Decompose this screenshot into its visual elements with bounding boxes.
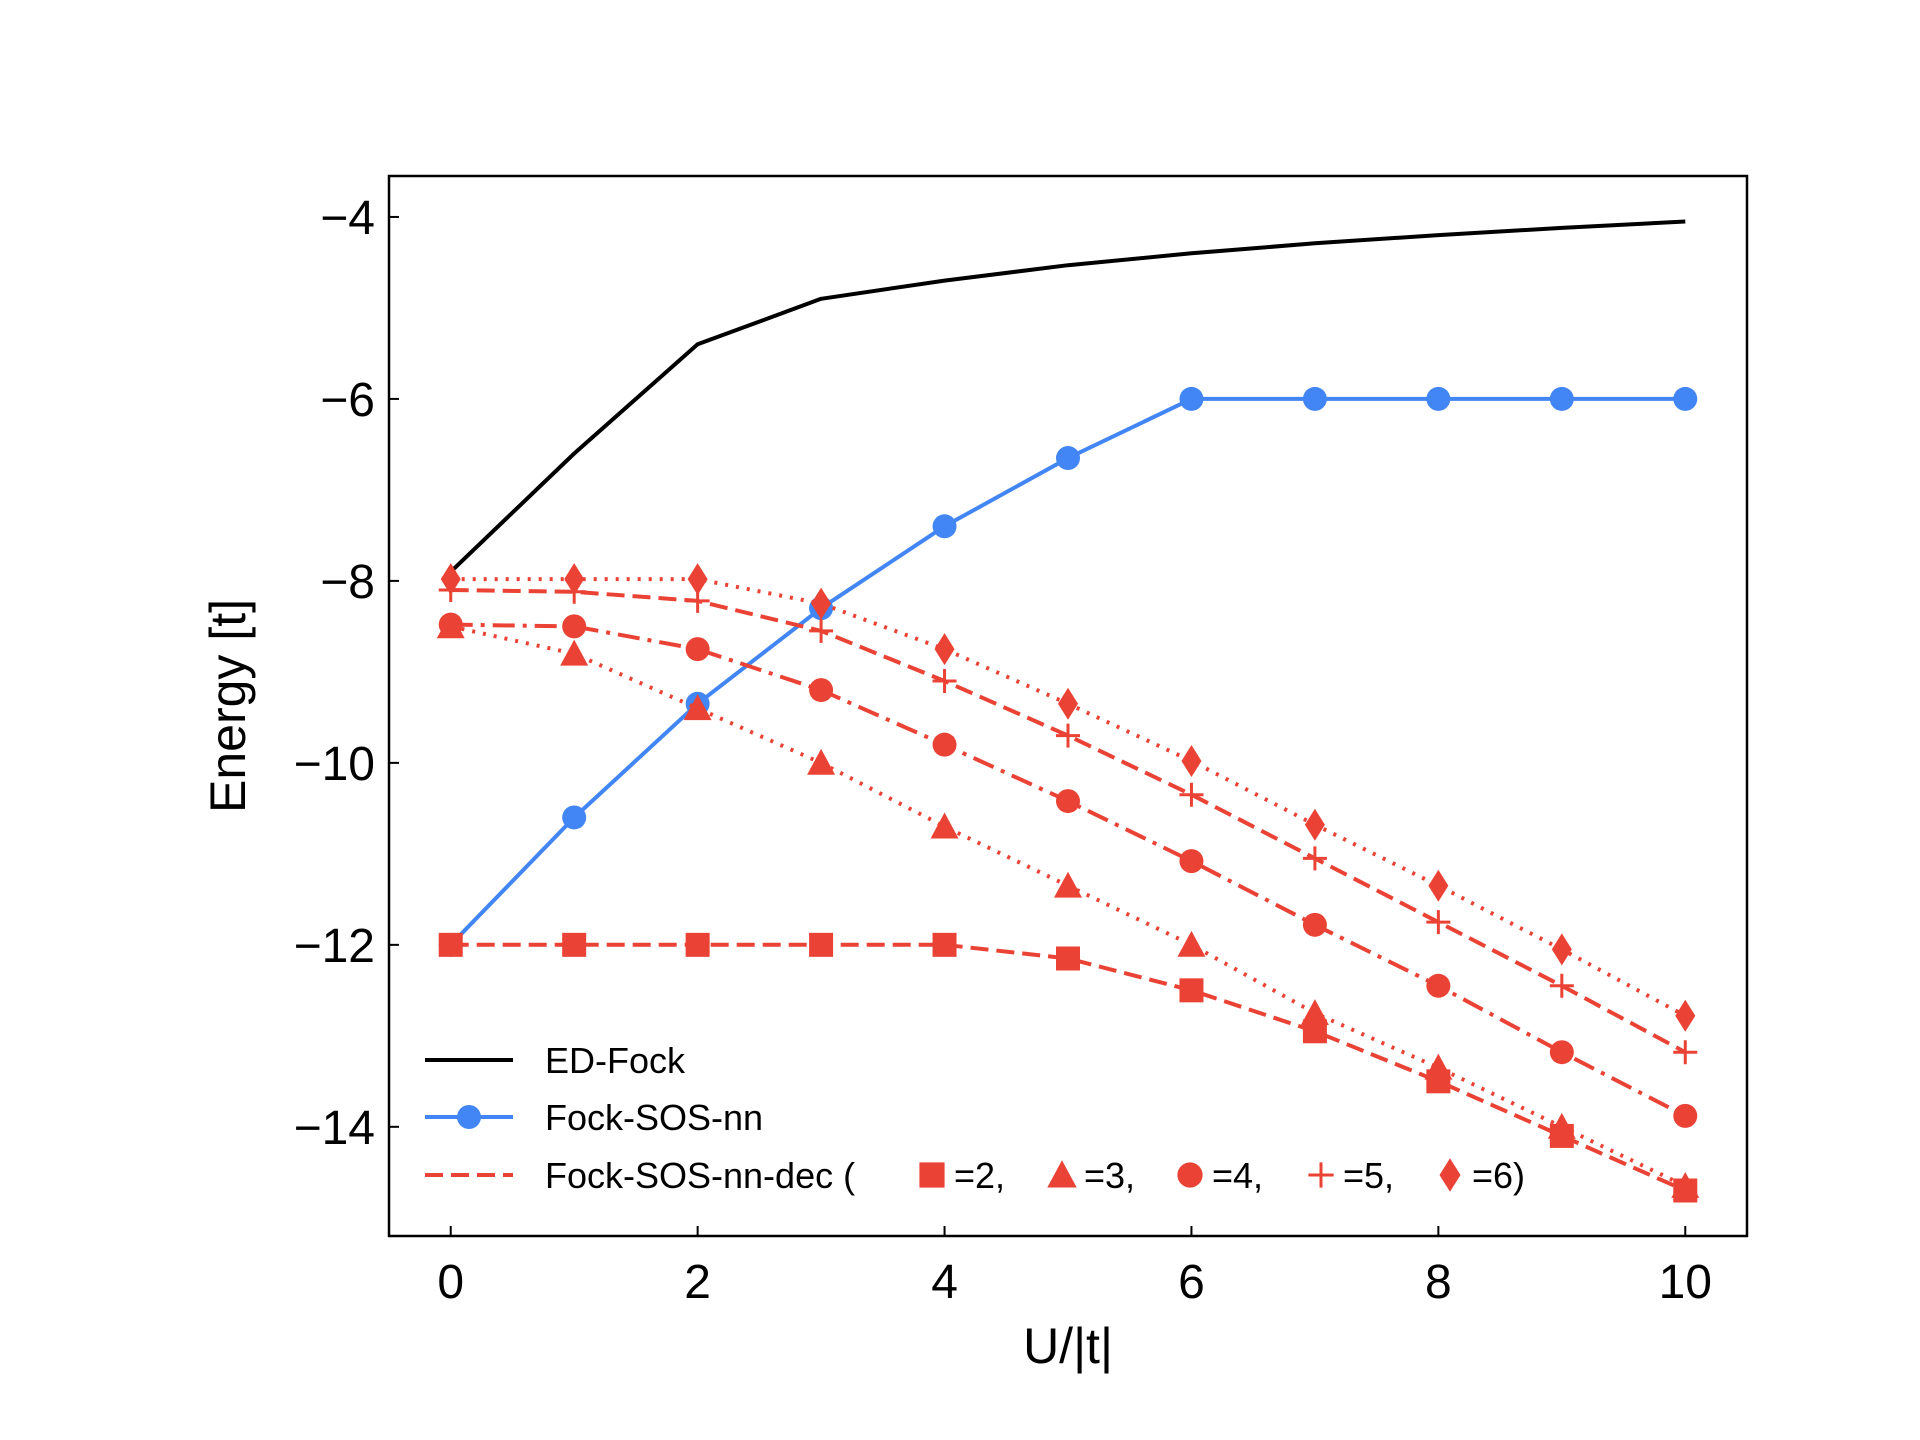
marker-dec3-9 [1547,1112,1576,1139]
marker-dec2-3 [809,932,834,957]
marker-sos-7 [1302,386,1327,411]
marker-dec6-6 [1181,745,1202,778]
legend-item-dec-3: =5, [1343,1155,1394,1196]
legend: ED-Fock Fock-SOS-nn Fock-SOS-nn-dec ( =2, =3… [425,1040,1525,1196]
x-tick-label-2: 4 [931,1256,958,1309]
legend-marker-sos [457,1105,481,1129]
marker-dec3-2 [683,694,712,721]
legend-marker-dec-2 [1177,1162,1203,1188]
legend-marker-dec-0 [919,1162,945,1188]
marker-sos-1 [562,805,587,830]
marker-dec4-8 [1426,973,1451,998]
marker-dec2-5 [1056,946,1080,971]
marker-dec4-9 [1549,1040,1574,1065]
marker-dec6-3 [811,587,832,620]
x-tick-label-4: 8 [1425,1256,1452,1309]
marker-dec6-4 [934,633,955,666]
marker-dec6-2 [687,563,708,596]
marker-dec4-5 [1056,789,1080,814]
marker-dec3-8 [1424,1053,1453,1080]
marker-dec3-10 [1671,1171,1700,1198]
marker-dec6-5 [1058,687,1078,720]
marker-sos-4 [932,514,957,539]
legend-marker-dec-3 [1308,1162,1334,1188]
marker-sos-10 [1673,386,1698,411]
legend-marker-dec-4 [1439,1158,1461,1192]
x-tick-label-1: 2 [684,1256,711,1309]
marker-dec5-9 [1549,973,1574,998]
marker-sos-5 [1056,446,1080,471]
legend-item-dec-2: =4, [1212,1155,1263,1196]
marker-dec6-10 [1675,999,1696,1032]
marker-dec3-1 [560,639,589,666]
legend-item-dec-1: =3, [1084,1155,1135,1196]
marker-dec5-7 [1302,846,1327,871]
legend-label-sos: Fock-SOS-nn [545,1097,763,1138]
legend-item-dec-0: =2, [954,1155,1005,1196]
y-axis-label: Energy [t] [200,599,256,813]
marker-dec3-5 [1054,871,1082,898]
marker-dec4-0 [438,612,463,637]
marker-dec2-1 [562,932,587,957]
marker-dec5-10 [1673,1040,1698,1065]
marker-dec4-7 [1302,912,1327,937]
legend-item-dec-4: =6) [1472,1155,1525,1196]
y-tick-label-5: −4 [320,192,375,245]
marker-dec4-4 [932,732,957,757]
x-tick-label-5: 10 [1659,1256,1712,1309]
marker-dec6-8 [1428,869,1449,902]
marker-dec5-3 [809,618,834,643]
marker-sos-9 [1549,386,1574,411]
x-tick-label-3: 6 [1178,1256,1205,1309]
marker-dec6-0 [440,563,461,596]
marker-dec3-7 [1300,999,1329,1025]
legend-label-ed: ED-Fock [545,1040,686,1081]
marker-sos-8 [1426,386,1451,411]
series-line-ed [449,219,1686,574]
marker-dec5-5 [1056,723,1080,748]
marker-dec5-4 [932,668,957,693]
marker-dec4-3 [809,678,834,703]
series-line-sos [449,396,1686,947]
marker-dec3-4 [930,812,959,839]
legend-marker-dec-1 [1047,1160,1077,1188]
marker-dec4-2 [685,637,710,662]
marker-dec5-8 [1426,910,1451,935]
y-tick-label-1: −12 [294,920,375,973]
y-tick-label-2: −10 [294,738,375,791]
marker-dec2-0 [438,932,463,957]
y-tick-label-3: −8 [320,556,375,609]
series-layer [436,219,1700,1203]
series-line-dec2 [450,942,1687,1193]
y-tick-label-4: −6 [320,374,375,427]
marker-dec6-9 [1551,933,1572,966]
marker-dec6-1 [564,563,585,596]
marker-dec6-7 [1304,808,1325,841]
marker-dec4-6 [1179,849,1204,874]
marker-dec4-10 [1673,1103,1698,1128]
marker-dec2-6 [1179,978,1204,1003]
series-line-dec5 [450,588,1687,1054]
legend-label-dec: Fock-SOS-nn-dec ( [545,1155,855,1196]
x-tick-label-0: 0 [437,1256,464,1309]
marker-dec5-6 [1179,782,1204,807]
marker-dec2-4 [932,932,957,957]
ticks-layer: 0 2 4 6 8 10 −14 −12 −10 −8 −6 −4 [294,192,1712,1309]
plot-frame [387,174,1749,1238]
marker-dec3-6 [1177,930,1206,957]
marker-dec2-2 [685,932,710,957]
x-axis-label: U/|t| [1023,1318,1113,1374]
marker-dec4-1 [562,614,587,639]
marker-sos-6 [1179,386,1204,411]
marker-dec3-3 [807,748,836,775]
y-tick-label-0: −14 [294,1102,375,1155]
